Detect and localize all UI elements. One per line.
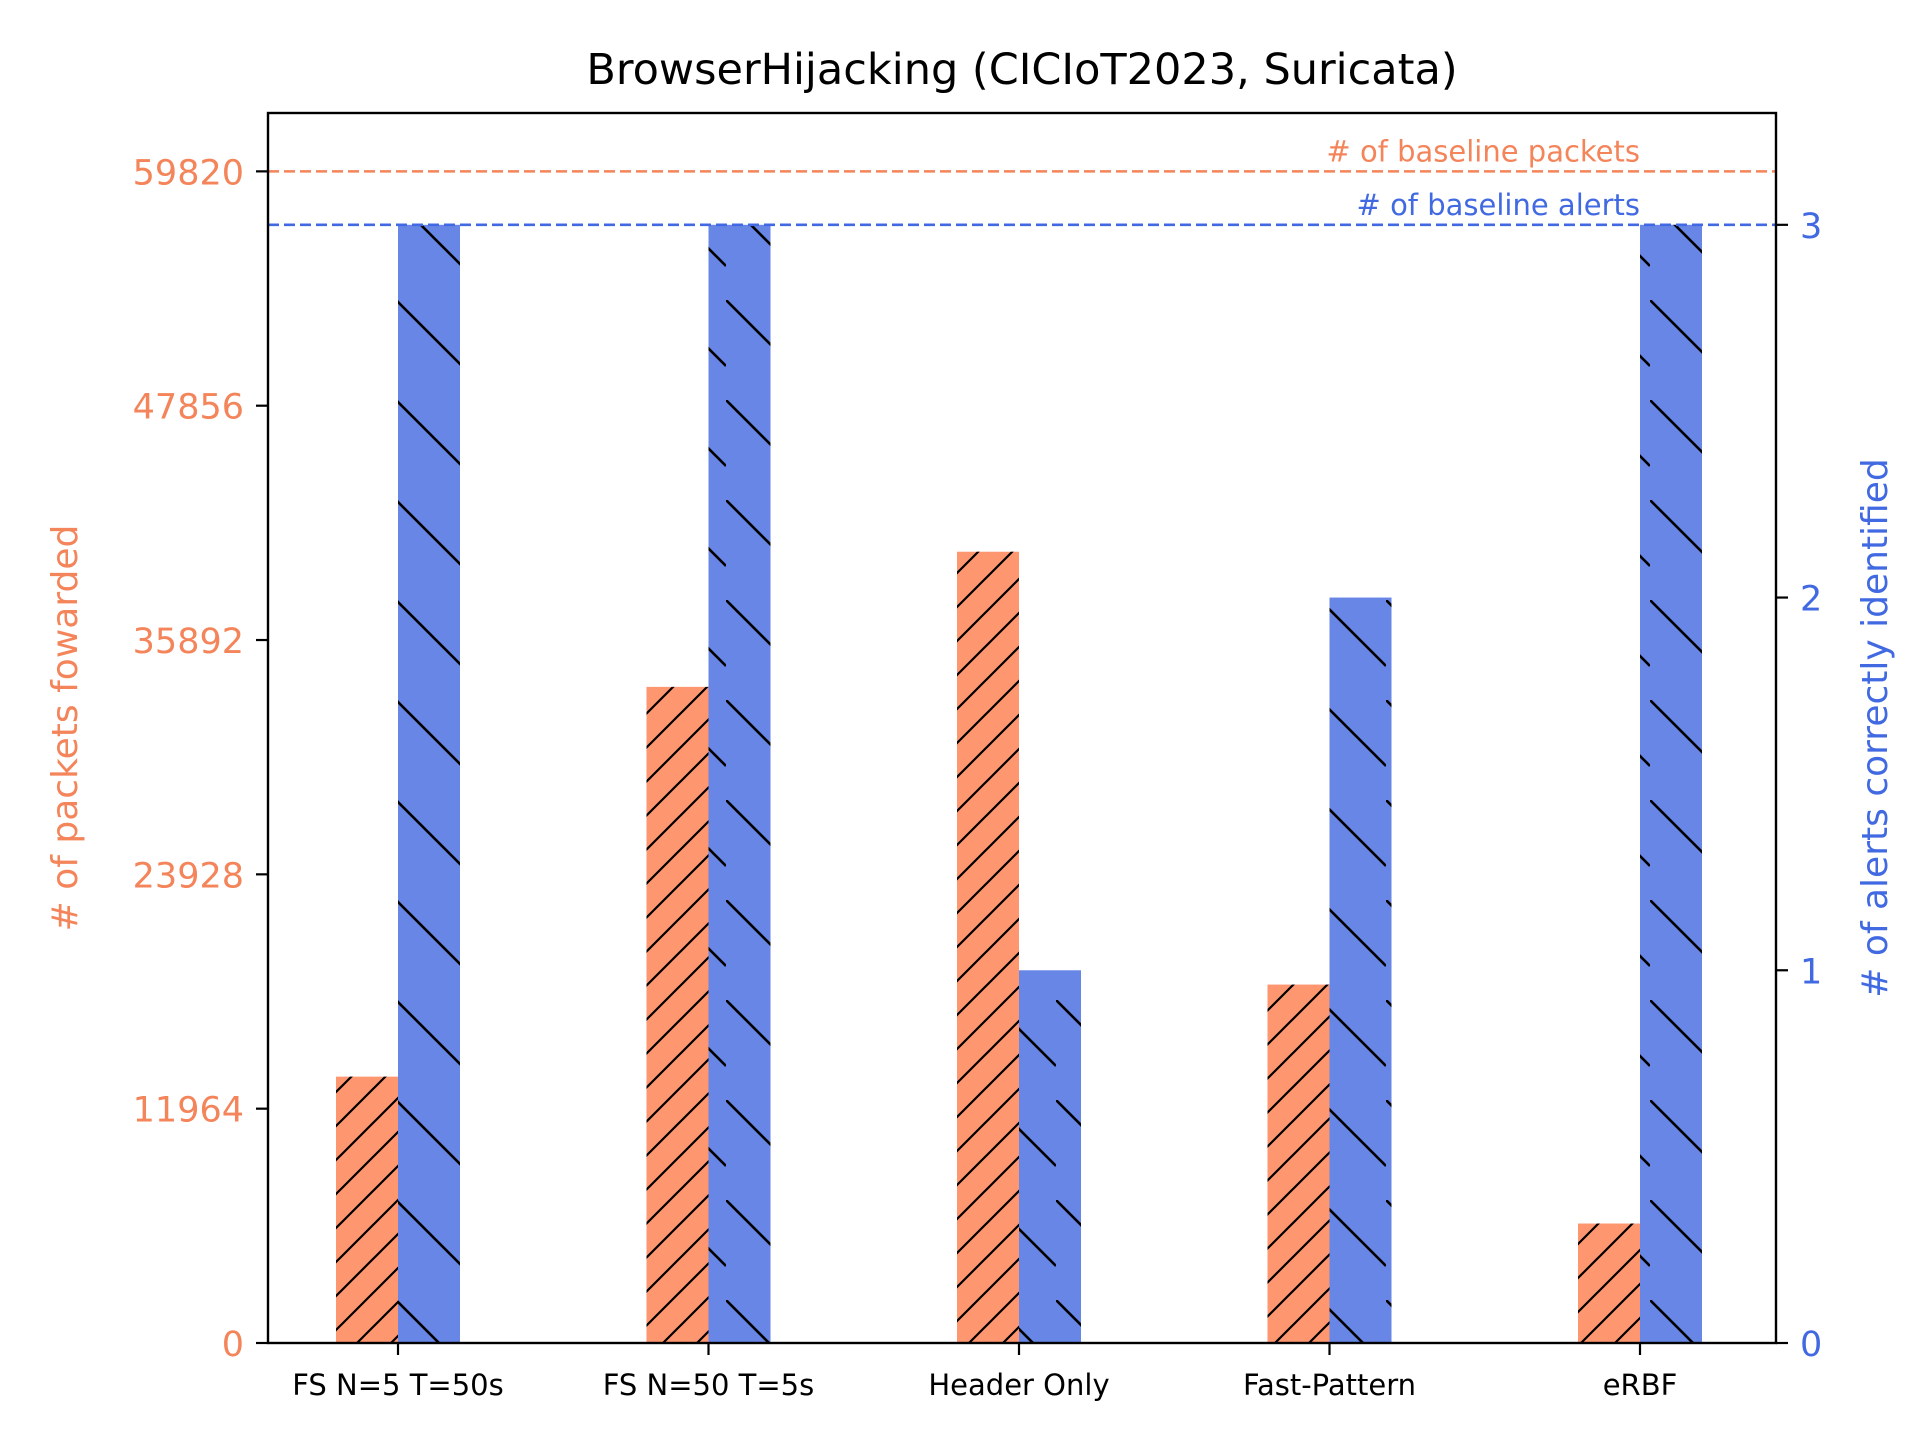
left-tick-label-1: 11964 (133, 1091, 244, 1131)
left-tick-label-0: 0 (222, 1325, 244, 1365)
bar-hatch-packets-1 (646, 686, 709, 1343)
bar-hatch-alerts-3 (1329, 597, 1392, 1343)
chart-title: BrowserHijacking (CICIoT2023, Suricata) (586, 45, 1457, 95)
left-tick-label-2: 23928 (133, 856, 244, 896)
bar-hatch-alerts-1 (708, 224, 771, 1344)
x-tick-label-4: eRBF (1603, 1368, 1678, 1402)
left-tick-label-3: 35892 (133, 622, 244, 662)
left-tick-label-4: 47856 (133, 388, 244, 428)
right-tick-label-0: 0 (1800, 1325, 1822, 1365)
plot-frame (266, 111, 1778, 1345)
bar-hatch-alerts-4 (1640, 224, 1702, 1344)
reference-line-label-0: # of baseline packets (1326, 134, 1640, 168)
left-tick-label-5: 59820 (133, 153, 244, 193)
x-tick-label-2: Header Only (928, 1368, 1109, 1402)
bar-hatch-packets-3 (1267, 984, 1330, 1343)
x-tick-label-1: FS N=50 T=5s (603, 1368, 814, 1402)
bar-hatch-packets-2 (957, 551, 1019, 1343)
bar-hatch-alerts-2 (1019, 970, 1081, 1343)
right-tick-label-3: 3 (1800, 207, 1822, 247)
x-tick-label-0: FS N=5 T=50s (292, 1368, 503, 1402)
right-axis-label: # of alerts correctly identified (1855, 458, 1896, 998)
right-tick-label-1: 1 (1800, 952, 1822, 992)
bar-hatch-packets-0 (336, 1076, 398, 1343)
right-tick-label-2: 2 (1800, 580, 1822, 620)
x-tick-label-3: Fast-Pattern (1243, 1368, 1416, 1402)
bar-hatch-alerts-0 (398, 224, 460, 1344)
reference-line-label-1: # of baseline alerts (1357, 188, 1640, 222)
left-axis-label: # of packets fowarded (45, 525, 86, 932)
bar-hatch-packets-4 (1578, 1223, 1640, 1343)
